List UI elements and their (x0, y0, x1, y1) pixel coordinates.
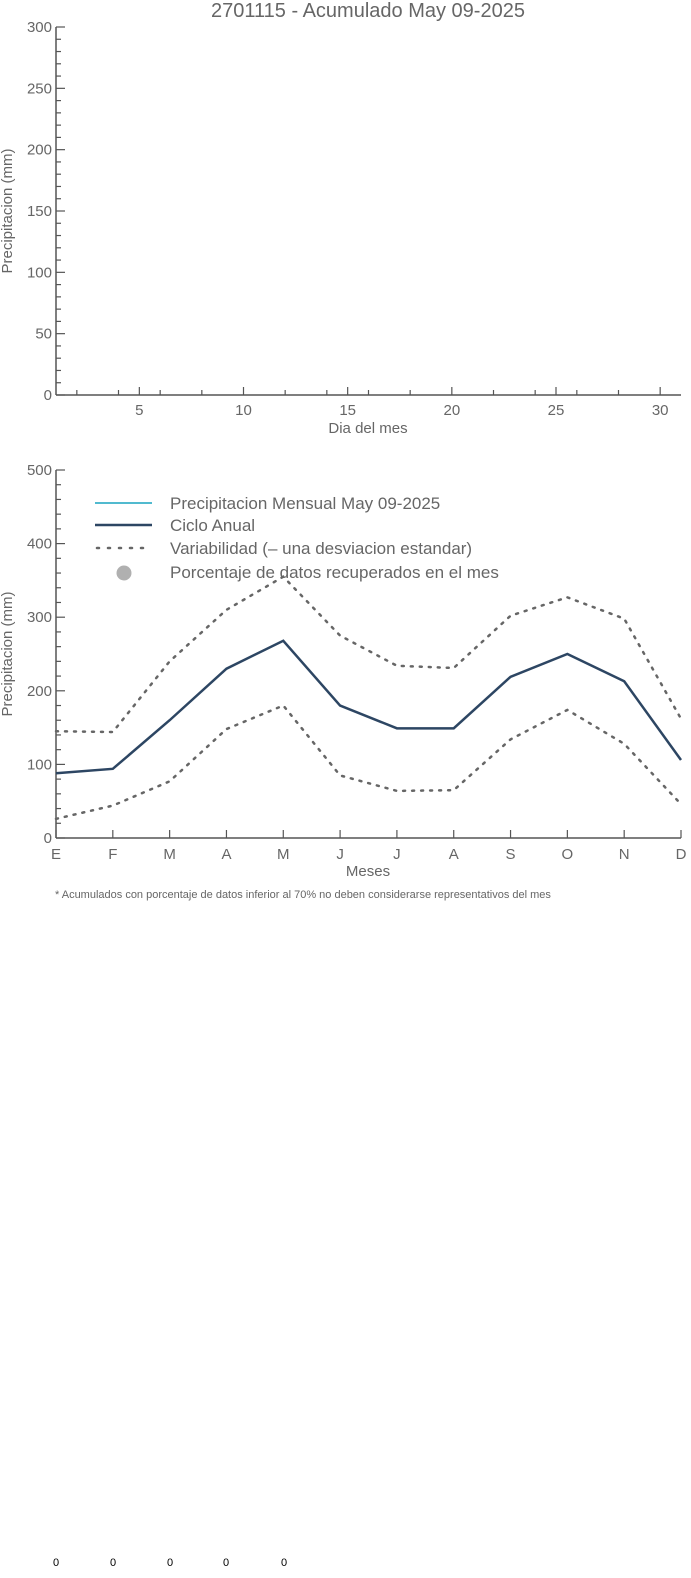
monthly-y-tick-label: 0 (44, 830, 52, 847)
daily-y-tick-label: 100 (27, 264, 52, 281)
monthly-x-tick-label: E (51, 846, 61, 863)
bottom-counts: 0 0 0 0 0 (53, 1557, 287, 1569)
daily-chart-title: 2701115 - Acumulado May 09-2025 (211, 0, 525, 22)
variability-lower-line (54, 704, 683, 821)
monthly-x-tick-label: N (619, 846, 630, 863)
legend-label: Porcentaje de datos recuperados en el me… (170, 563, 499, 582)
daily-x-axis: 5 10 15 20 25 30 (56, 387, 681, 419)
ciclo-anual-line (55, 639, 683, 775)
monthly-x-label: Meses (346, 863, 390, 880)
daily-y-tick-label: 200 (27, 142, 52, 159)
monthly-x-tick-label: A (221, 846, 231, 863)
daily-y-tick-label: 300 (27, 19, 52, 36)
daily-y-tick-label: 150 (27, 203, 52, 220)
monthly-x-tick-label: O (562, 846, 574, 863)
legend-label: Ciclo Anual (170, 516, 255, 535)
daily-chart: 2701115 - Acumulado May 09-2025 0 50 100 15… (0, 0, 681, 437)
bottom-count-label: 0 (53, 1557, 59, 1569)
daily-x-tick-label: 30 (652, 402, 669, 419)
monthly-y-tick-label: 500 (27, 462, 52, 479)
monthly-x-tick-label: S (506, 846, 516, 863)
daily-y-label: Precipitacion (mm) (0, 148, 16, 273)
daily-x-tick-label: 5 (135, 402, 143, 419)
monthly-y-label: Precipitacion (mm) (0, 591, 16, 716)
daily-x-tick-label: 10 (235, 402, 252, 419)
daily-y-tick-label: 0 (44, 387, 52, 404)
legend-label: Variabilidad (– una desviacion estandar) (170, 539, 472, 558)
bottom-count-label: 0 (281, 1557, 287, 1569)
monthly-x-tick-label: D (676, 846, 687, 863)
bottom-count-label: 0 (223, 1557, 229, 1569)
legend-swatch-porcentaje (116, 565, 132, 581)
monthly-y-axis: 0 100 200 300 400 500 (27, 462, 65, 847)
daily-y-tick-label: 50 (35, 326, 52, 343)
daily-x-tick-label: 20 (443, 402, 460, 419)
monthly-y-tick-label: 400 (27, 536, 52, 553)
daily-x-tick-label: 15 (339, 402, 356, 419)
daily-x-tick-label: 25 (548, 402, 565, 419)
bottom-count-label: 0 (110, 1557, 116, 1569)
variability-upper-line (54, 575, 683, 734)
daily-y-axis: 0 50 100 150 200 250 300 (27, 19, 65, 404)
monthly-x-tick-label: F (108, 846, 117, 863)
legend-label: Precipitacion Mensual May 09-2025 (170, 494, 440, 513)
monthly-chart: 0 100 200 300 400 500 E F M A M J J A S O N D Precipitac… (0, 462, 687, 901)
monthly-y-tick-label: 300 (27, 609, 52, 626)
monthly-y-tick-label: 100 (27, 756, 52, 773)
monthly-x-tick-label: J (393, 846, 401, 863)
daily-x-label: Dia del mes (328, 420, 407, 437)
footnote: * Acumulados con porcentaje de datos inf… (55, 889, 551, 901)
monthly-x-tick-label: J (336, 846, 344, 863)
monthly-x-tick-label: M (163, 846, 176, 863)
legend: Precipitacion Mensual May 09-2025 Ciclo A… (95, 494, 499, 582)
monthly-x-tick-label: M (277, 846, 290, 863)
monthly-series (54, 575, 683, 821)
monthly-y-tick-label: 200 (27, 683, 52, 700)
monthly-x-tick-label: A (449, 846, 459, 863)
bottom-count-label: 0 (167, 1557, 173, 1569)
daily-y-tick-label: 250 (27, 80, 52, 97)
